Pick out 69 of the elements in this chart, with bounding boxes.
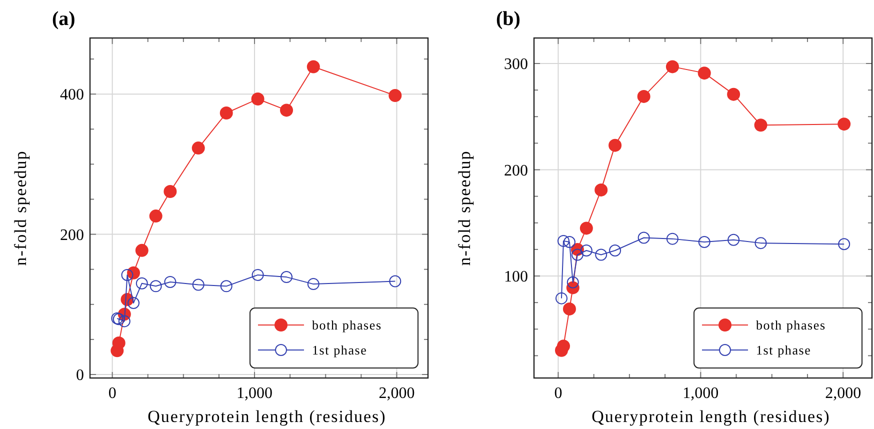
y-tick-label: 400: [60, 86, 84, 104]
legend-label: both phases: [312, 318, 382, 333]
point: [164, 276, 176, 288]
point: [580, 222, 593, 235]
point: [135, 244, 148, 257]
x-tick-label: 1,000: [682, 385, 719, 402]
y-tick-label: 200: [504, 162, 528, 180]
point: [728, 234, 740, 246]
y-tick-label: 300: [504, 56, 528, 74]
point: [388, 88, 402, 102]
point: [571, 248, 584, 261]
x-tick-label: 2,000: [825, 385, 862, 402]
point: [754, 118, 768, 132]
point: [150, 280, 162, 292]
point: [280, 271, 293, 284]
point: [118, 315, 130, 328]
point: [389, 275, 402, 288]
y-tick-label: 100: [504, 268, 528, 286]
point: [112, 336, 126, 350]
x-tick-label: 0: [554, 385, 562, 402]
chart-title: (b): [496, 8, 520, 30]
y-tick-label: 0: [76, 367, 84, 384]
point: [136, 277, 148, 290]
point: [562, 302, 576, 316]
point: [838, 238, 850, 250]
y-axis-title: n-fold speedup: [11, 150, 30, 266]
point: [252, 268, 264, 281]
x-tick-label: 0: [108, 385, 116, 402]
point: [666, 232, 678, 245]
y-axis-title: n-fold speedup: [455, 150, 474, 266]
point: [192, 278, 204, 291]
point: [220, 280, 232, 292]
legend-label: 1st phase: [756, 342, 812, 358]
point: [609, 244, 622, 256]
x-axis-title: Queryprotein length (residues): [148, 407, 386, 426]
x-axis-title: Queryprotein length (residues): [592, 407, 830, 426]
point: [754, 237, 767, 250]
point: [594, 183, 608, 196]
chart-title: (a): [52, 8, 76, 30]
point: [727, 88, 740, 101]
point: [164, 185, 177, 198]
point: [220, 106, 233, 120]
point: [149, 210, 162, 223]
point: [555, 292, 568, 304]
point: [557, 234, 570, 247]
point: [608, 138, 622, 152]
point: [192, 142, 205, 155]
point: [128, 296, 140, 309]
x-tick-label: 1,000: [236, 385, 273, 402]
point: [580, 244, 592, 256]
point: [121, 268, 134, 281]
point: [838, 118, 851, 131]
point: [306, 60, 320, 74]
point: [637, 90, 650, 103]
point: [698, 236, 710, 248]
x-tick-label: 2,000: [378, 385, 415, 402]
point: [563, 236, 576, 248]
legend-label: both phases: [756, 318, 826, 333]
point: [556, 340, 570, 353]
point: [638, 232, 650, 244]
y-tick-label: 200: [60, 226, 84, 244]
point: [280, 104, 294, 117]
point: [307, 278, 320, 290]
point: [698, 66, 711, 80]
point: [566, 276, 579, 288]
point: [251, 92, 264, 106]
point: [666, 60, 679, 74]
legend-label: 1st phase: [312, 342, 368, 358]
point: [595, 248, 608, 261]
